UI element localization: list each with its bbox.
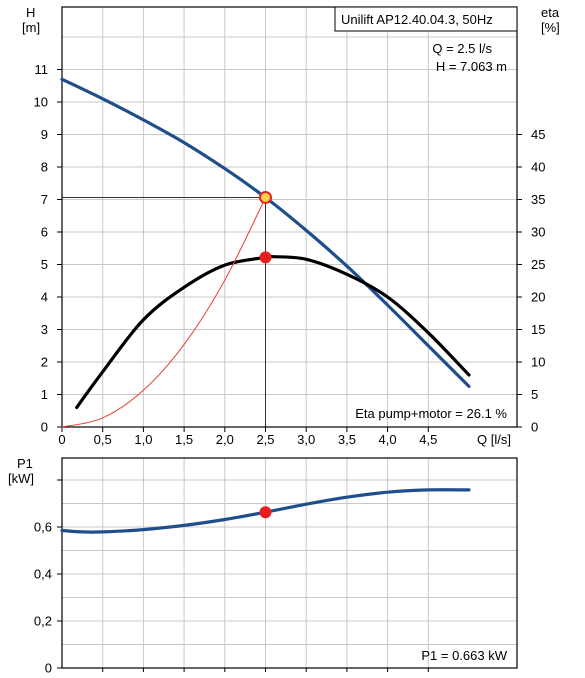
duty-head-point (259, 190, 272, 204)
x-axis-label: Q [l/s] (477, 432, 511, 447)
power-y-tick-label: 0,2 (34, 614, 52, 629)
y-tick-label: 3 (41, 322, 48, 337)
y-axis-label: H (26, 5, 35, 20)
y2-axis-label: eta (541, 5, 560, 20)
y2-tick-label: 10 (531, 355, 545, 370)
power-chart-series (60, 488, 471, 534)
y2-tick-label: 40 (531, 160, 545, 175)
y-tick-label: 1 (41, 387, 48, 402)
y-tick-label: 7 (41, 192, 48, 207)
duty-flow-label: Q = 2.5 l/s (432, 41, 492, 56)
flow-x-axis-ticks: 0 0,5 1,0 1,5 2,0 2,5 3,0 3,5 4,0 4,5 (58, 427, 437, 447)
x-tick-label: 3,0 (297, 432, 315, 447)
power-chart-frame (61, 457, 518, 669)
y2-tick-label: 15 (531, 322, 545, 337)
y-tick-label: 6 (41, 225, 48, 240)
duty-power-point (259, 506, 272, 519)
x-tick-label: 1,0 (134, 432, 152, 447)
x-tick-label: 0 (58, 432, 65, 447)
y-tick-label: 4 (41, 290, 48, 305)
x-tick-label: 0,5 (94, 432, 112, 447)
x-tick-label: 1,5 (175, 432, 193, 447)
y2-tick-label: 30 (531, 225, 545, 240)
head-chart-points (259, 190, 272, 264)
y-axis-unit: [m] (22, 20, 40, 35)
power-chart: 0 0,2 0,4 0,6 P1 [kW] P1 = 0.663 kW (8, 456, 518, 676)
y2-tick-label: 25 (531, 257, 545, 272)
y-tick-label: 5 (41, 257, 48, 272)
duty-head-label: H = 7.063 m (436, 59, 507, 74)
head-y-axis-ticks: 0 1 2 3 4 5 6 7 8 9 10 11 (34, 62, 62, 435)
eta-y-axis-ticks: 0 5 10 15 20 25 30 35 40 45 (517, 127, 545, 435)
y-tick-label: 10 (34, 95, 48, 110)
x-tick-label: 4,5 (419, 432, 437, 447)
power-chart-points (259, 506, 272, 519)
power-curve (60, 488, 471, 534)
power-axis-unit: [kW] (8, 471, 34, 486)
power-label: P1 = 0.663 kW (421, 648, 507, 663)
y-tick-label: 11 (35, 62, 49, 77)
x-tick-label: 2,5 (256, 432, 274, 447)
y2-tick-label: 45 (531, 127, 545, 142)
y2-tick-label: 20 (531, 290, 545, 305)
chart-title: Unilift AP12.40.04.3, 50Hz (341, 12, 493, 27)
x-tick-label: 2,0 (216, 432, 234, 447)
y-tick-label: 9 (41, 127, 48, 142)
power-axis-label: P1 (17, 456, 33, 471)
power-y-tick-label: 0 (45, 661, 52, 676)
y-tick-label: 0 (41, 420, 48, 435)
y2-tick-label: 35 (531, 192, 545, 207)
y2-tick-label: 5 (531, 387, 538, 402)
head-chart-frame (61, 6, 518, 428)
efficiency-label: Eta pump+motor = 26.1 % (355, 406, 507, 421)
chart-title-box (334, 6, 518, 32)
x-tick-label: 3,5 (338, 432, 356, 447)
power-y-axis-ticks: 0 0,2 0,4 0,6 (34, 479, 429, 676)
y-tick-label: 8 (41, 160, 48, 175)
eta-curve (75, 254, 471, 410)
power-y-tick-label: 0,6 (34, 520, 52, 535)
power-y-tick-label: 0,4 (34, 567, 52, 582)
y2-axis-unit: [%] (541, 20, 560, 35)
operating-line-curve (61, 197, 266, 428)
head-chart-grid (62, 7, 517, 427)
x-tick-label: 4,0 (379, 432, 397, 447)
duty-eta-point (259, 251, 272, 264)
y-tick-label: 2 (41, 355, 48, 370)
y2-tick-label: 0 (531, 420, 538, 435)
